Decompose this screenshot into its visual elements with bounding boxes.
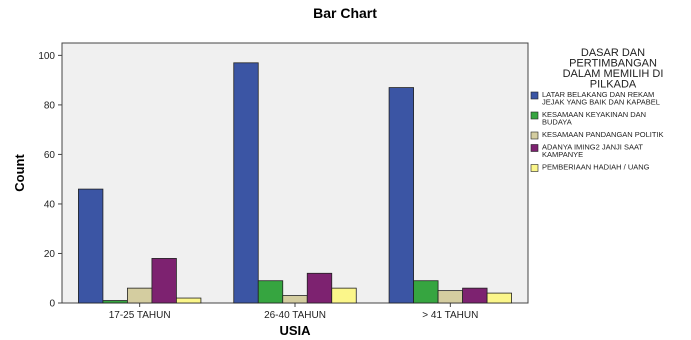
legend-title-line: DALAM MEMILIH DI: [563, 68, 664, 80]
y-tick-label: 40: [44, 199, 56, 210]
bar: [151, 258, 177, 304]
bar: [233, 62, 259, 304]
bar: [388, 87, 414, 304]
legend-title-line: PERTIMBANGAN: [569, 58, 657, 70]
legend-label: KAMPANYE: [542, 150, 583, 159]
x-axis: 17-25 TAHUN 26-40 TAHUN > 41 TAHUN: [109, 303, 478, 321]
y-tick-label: 100: [38, 51, 55, 62]
bar: [437, 290, 463, 304]
legend-label: ADANYA IMING2 JANJI SAAT: [542, 143, 643, 152]
legend-label: LATAR BELAKANG DAN REKAM: [542, 90, 654, 99]
legend-swatch: [530, 164, 539, 172]
y-tick-label: 20: [44, 249, 56, 260]
x-axis-title: USIA: [279, 323, 311, 338]
legend-label: KESAMAAN KEYAKINAN DAN: [542, 110, 646, 119]
legend-swatch: [530, 111, 539, 120]
x-tick-label: > 41 TAHUN: [422, 310, 478, 321]
bar: [306, 272, 333, 304]
x-tick-label: 26-40 TAHUN: [264, 310, 326, 321]
plot-area: [61, 42, 529, 304]
bar: [413, 280, 439, 304]
bar: [127, 287, 153, 304]
bar: [331, 287, 357, 304]
legend-swatch: [530, 131, 539, 140]
bar: [462, 287, 488, 304]
y-axis: 0 20 40 60 80 100: [38, 51, 62, 310]
bars: [78, 62, 512, 304]
y-tick-label: 80: [44, 100, 56, 111]
x-tick-label: 17-25 TAHUN: [109, 310, 171, 321]
bar: [486, 292, 512, 304]
y-axis-title: Count: [12, 154, 27, 192]
bar: [102, 300, 128, 304]
legend-label: BUDAYA: [542, 118, 572, 127]
bar: [78, 188, 104, 304]
legend-swatch: [530, 91, 539, 100]
legend-title-line: DASAR DAN: [581, 47, 645, 59]
bar: [176, 297, 202, 304]
legend-label: PEMBERIAAN HADIAH / UANG: [542, 163, 650, 172]
legend-label: KESAMAAN PANDANGAN POLITIK: [542, 130, 664, 139]
y-tick-label: 0: [49, 299, 55, 310]
bar: [282, 295, 308, 304]
chart-title: Bar Chart: [313, 5, 377, 21]
y-tick-label: 60: [44, 150, 56, 161]
legend-title-line: PILKADA: [590, 79, 637, 91]
legend-label: JEJAK YANG BAIK DAN KAPABEL: [542, 98, 660, 107]
legend-swatch: [530, 144, 539, 152]
bar: [257, 280, 284, 304]
